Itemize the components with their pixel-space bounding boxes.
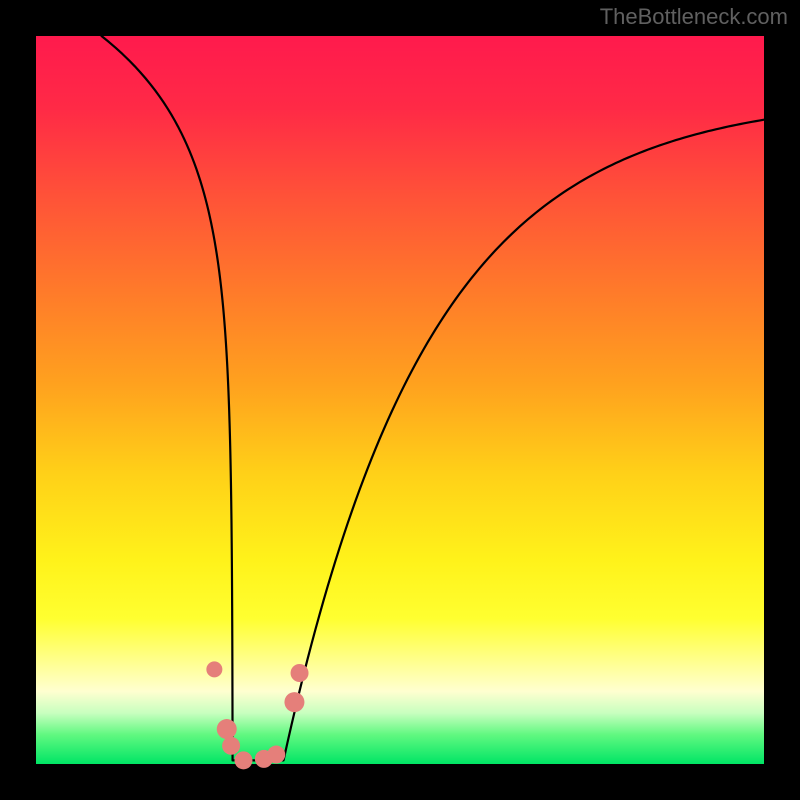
marker-point <box>291 664 309 682</box>
marker-point <box>206 661 222 677</box>
marker-point <box>284 692 304 712</box>
marker-point <box>267 746 285 764</box>
marker-point <box>222 737 240 755</box>
chart-frame <box>0 0 800 800</box>
marker-point <box>217 719 237 739</box>
marker-point <box>234 751 252 769</box>
plot-background <box>36 36 764 764</box>
watermark-label: TheBottleneck.com <box>600 4 788 30</box>
